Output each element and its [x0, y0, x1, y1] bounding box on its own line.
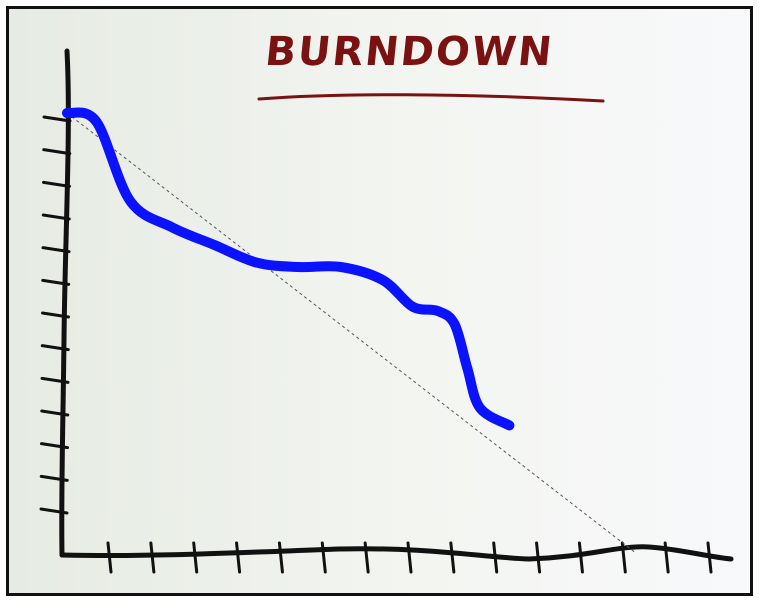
x-tick-mark: [663, 541, 670, 574]
x-tick-mark: [492, 541, 499, 574]
x-tick-mark: [277, 541, 284, 574]
burndown-chart: [39, 48, 734, 574]
ideal-burndown-line: [66, 112, 637, 554]
x-tick-mark: [320, 541, 327, 574]
chart-axes: [39, 48, 734, 574]
x-tick-mark: [577, 541, 584, 574]
x-tick-mark: [235, 541, 242, 574]
x-tick-mark: [535, 541, 542, 574]
y-tick-mark: [39, 474, 69, 482]
y-tick-mark: [40, 442, 69, 450]
x-tick-mark: [106, 541, 113, 574]
y-tick-mark: [41, 278, 71, 286]
y-tick-mark: [40, 409, 70, 417]
x-axis-line: [59, 544, 734, 562]
x-tick-mark: [363, 541, 370, 574]
y-tick-mark: [41, 246, 71, 254]
y-tick-mark: [42, 115, 72, 123]
y-tick-mark: [40, 344, 70, 352]
x-tick-mark: [449, 541, 456, 574]
y-tick-mark: [41, 311, 70, 319]
series-layer: [62, 107, 515, 431]
y-tick-mark: [39, 507, 69, 515]
x-tick-mark: [620, 541, 627, 574]
y-tick-mark: [40, 376, 70, 384]
x-tick-mark: [706, 541, 713, 574]
actual-burndown-series-0: [62, 107, 515, 431]
x-tick-mark: [192, 541, 199, 574]
x-tick-mark: [406, 541, 413, 574]
y-axis-line: [59, 48, 71, 558]
x-tick-mark: [149, 541, 156, 574]
y-tick-mark: [41, 213, 71, 221]
title-underline: [257, 93, 605, 103]
y-tick-mark: [42, 148, 72, 156]
y-tick-mark: [42, 180, 71, 188]
ideal-layer: [66, 112, 637, 554]
chart-frame: BURNDOWN: [6, 6, 753, 596]
